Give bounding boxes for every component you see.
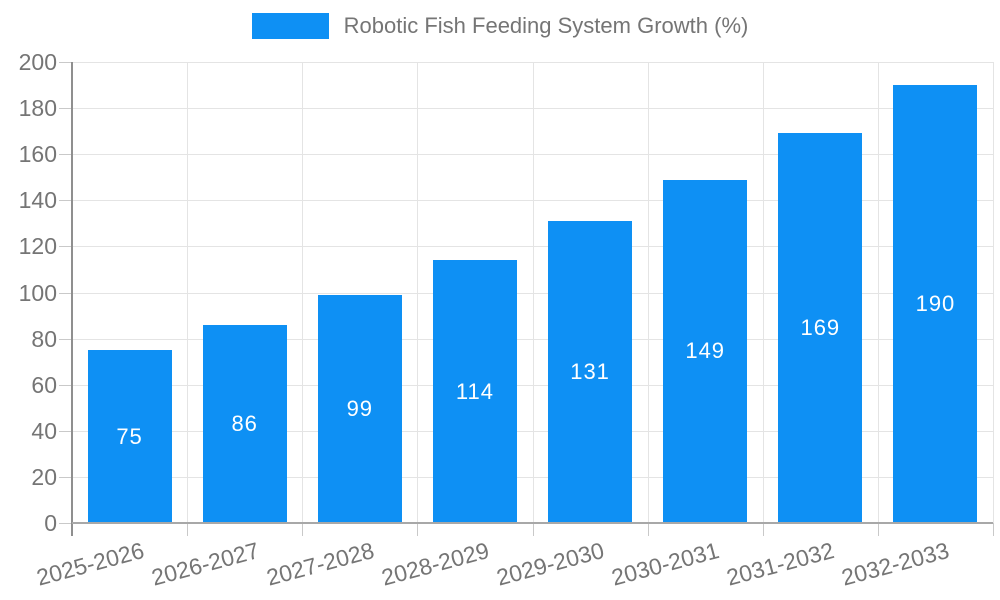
x-axis-tick	[993, 523, 994, 536]
gridline-vertical	[417, 62, 419, 523]
x-axis-line	[72, 522, 993, 524]
gridline-vertical	[532, 62, 534, 523]
gridline-vertical	[187, 62, 189, 523]
legend-swatch	[251, 13, 329, 39]
x-axis-category-label: 2029-2030	[493, 537, 607, 591]
bar-2030-2031[interactable]	[663, 179, 748, 523]
x-axis-category-label: 2025-2026	[33, 537, 147, 591]
y-axis-tick-label: 120	[18, 233, 57, 260]
x-axis-category-label: 2031-2032	[724, 537, 838, 591]
plot-area	[72, 62, 994, 523]
x-axis-tick	[417, 523, 419, 536]
y-axis-tick	[59, 476, 72, 478]
gridline-vertical	[647, 62, 649, 523]
gridline-vertical	[762, 62, 764, 523]
y-axis-tick	[59, 154, 72, 156]
y-axis-tick-label: 80	[31, 325, 57, 352]
bar-value-label: 169	[800, 315, 841, 341]
y-axis-tick-label: 20	[31, 463, 57, 490]
y-axis-tick	[59, 246, 72, 248]
legend[interactable]: Robotic Fish Feeding System Growth (%)	[0, 13, 1000, 39]
gridline-vertical	[302, 62, 304, 523]
x-axis-category-label: 2028-2029	[378, 537, 492, 591]
x-axis-tick	[647, 523, 649, 536]
x-axis-tick	[187, 523, 189, 536]
y-axis-tick	[59, 523, 72, 524]
x-axis-tick	[762, 523, 764, 536]
y-axis-tick-label: 140	[18, 187, 57, 214]
bar-2032-2033[interactable]	[893, 85, 978, 523]
bar-2027-2028[interactable]	[317, 294, 402, 523]
y-axis-tick-label: 60	[31, 371, 57, 398]
bar-2025-2026[interactable]	[87, 350, 172, 523]
y-axis-tick-label: 160	[18, 141, 57, 168]
y-axis-tick	[59, 430, 72, 432]
x-axis-tick	[877, 523, 879, 536]
x-axis-category-label: 2030-2031	[608, 537, 722, 591]
y-axis-tick	[59, 338, 72, 340]
bar-value-label: 114	[455, 378, 494, 404]
x-axis-category-label: 2027-2028	[263, 537, 377, 591]
bar-value-label: 86	[231, 410, 258, 436]
bar-value-label: 131	[570, 359, 610, 385]
y-axis-tick-label: 40	[31, 417, 57, 444]
bar-2026-2027[interactable]	[202, 324, 287, 523]
bar-value-label: 149	[685, 338, 726, 364]
bar-2031-2032[interactable]	[778, 133, 863, 523]
x-axis-category-label: 2032-2033	[839, 537, 953, 591]
y-axis-tick-label: 0	[44, 510, 57, 536]
y-axis-tick-label: 100	[18, 279, 57, 306]
bar-value-label: 99	[346, 395, 374, 421]
y-axis-tick	[59, 200, 72, 202]
y-axis-tick	[59, 108, 72, 110]
y-axis-line	[71, 62, 73, 536]
x-axis-category-label: 2026-2027	[148, 537, 262, 591]
y-axis-tick-label: 180	[18, 95, 57, 122]
bar-2029-2030[interactable]	[548, 221, 633, 523]
bar-2028-2029[interactable]	[432, 260, 517, 523]
legend-label: Robotic Fish Feeding System Growth (%)	[343, 13, 749, 38]
bar-value-label: 75	[116, 423, 143, 449]
y-axis-tick	[59, 292, 72, 294]
x-axis-tick	[532, 523, 534, 536]
bar-value-label: 190	[915, 291, 956, 317]
y-axis-tick-label: 200	[18, 49, 57, 75]
x-axis-tick	[302, 523, 304, 536]
y-axis-tick	[59, 384, 72, 386]
gridline-vertical	[877, 62, 879, 523]
y-axis-tick	[59, 62, 72, 63]
gridline-vertical	[993, 62, 994, 523]
